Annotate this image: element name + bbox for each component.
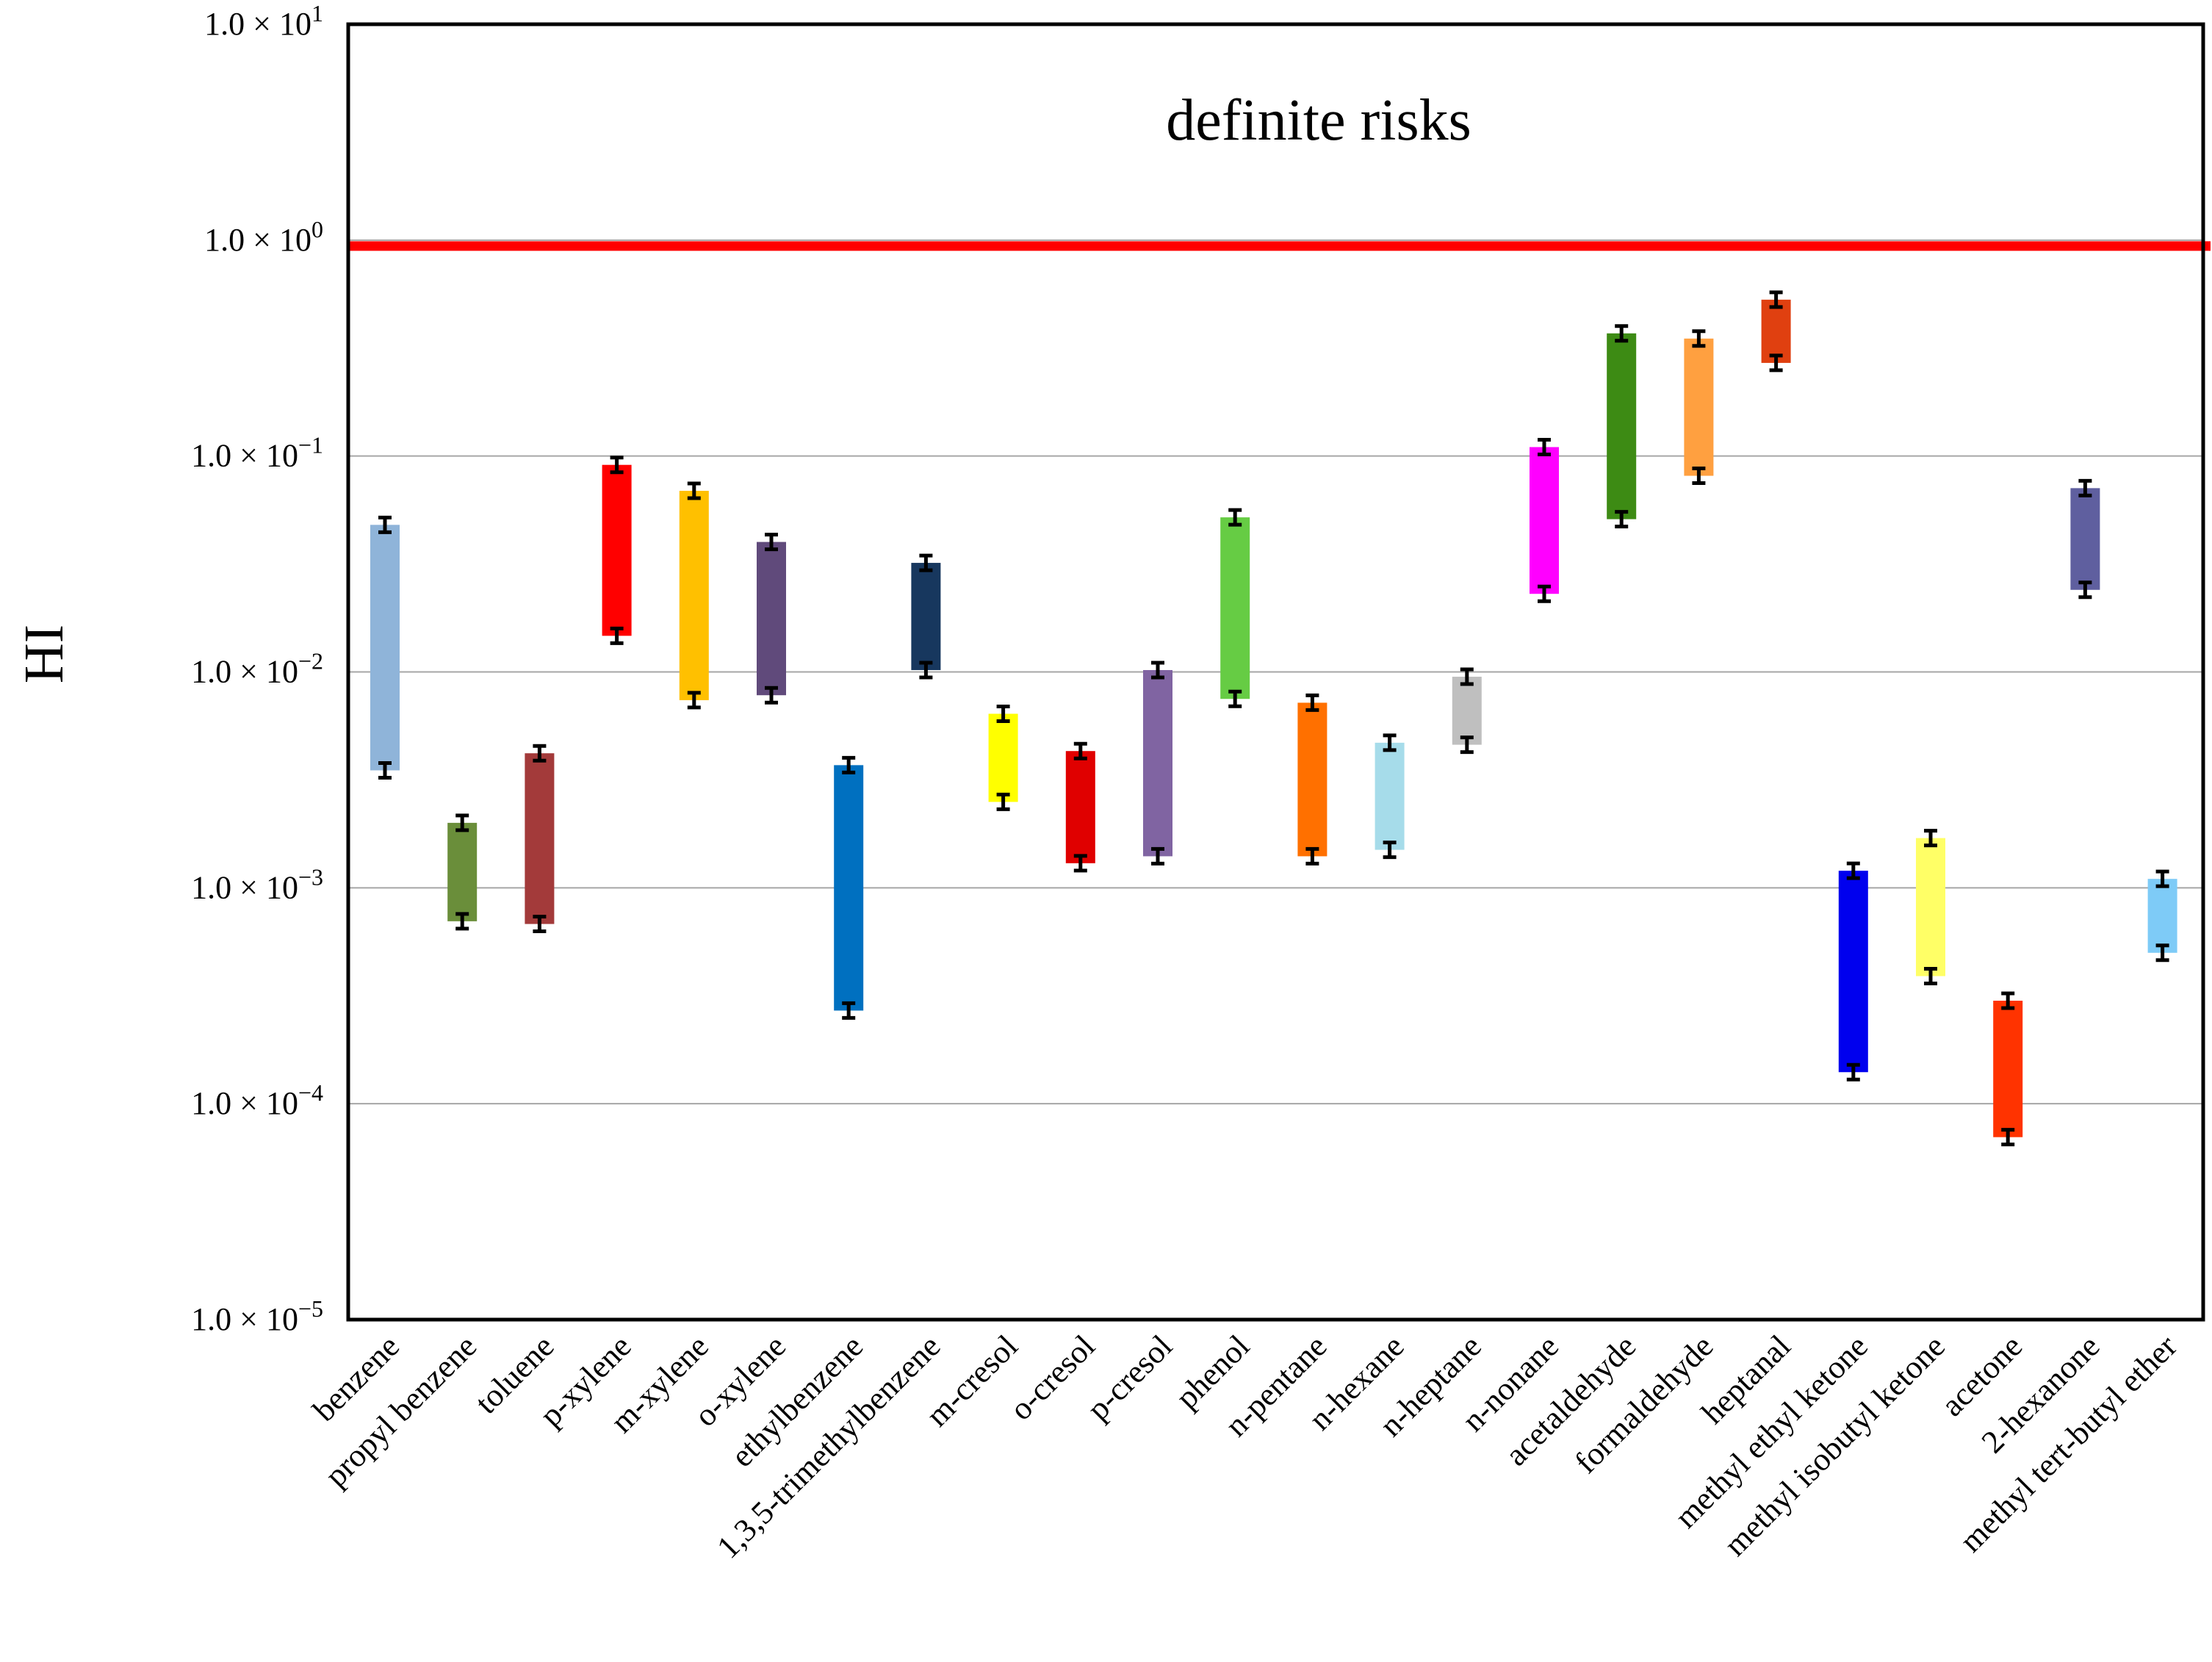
error-cap-min — [1538, 584, 1551, 603]
bar-p-xylene — [602, 464, 632, 636]
error-cap-min — [533, 915, 547, 934]
error-cap-max — [1769, 290, 1783, 309]
error-cap-min — [765, 686, 778, 705]
error-cap-max — [2001, 991, 2015, 1010]
error-cap-min — [687, 691, 701, 710]
error-cap-max — [2078, 478, 2092, 497]
error-cap-min — [378, 760, 392, 780]
error-cap-max — [610, 456, 624, 475]
error-cap-max — [533, 744, 547, 763]
error-cap-max — [2155, 869, 2169, 888]
y-tick-label: 1.0 × 10−1 — [191, 432, 323, 474]
y-tick-label: 1.0 × 10−4 — [191, 1079, 323, 1121]
x-tick-label: o-cresol — [1003, 1328, 1102, 1427]
error-cap-max — [1383, 733, 1397, 752]
error-cap-min — [1460, 735, 1474, 755]
error-cap-max — [842, 755, 856, 774]
error-cap-min — [1692, 467, 1706, 486]
error-cap-max — [1073, 741, 1087, 760]
error-cap-min — [919, 661, 933, 680]
bar-m-cresol — [988, 713, 1018, 802]
error-cap-min — [610, 626, 624, 645]
bar-propyl-benzene — [447, 822, 478, 921]
error-cap-max — [378, 515, 392, 534]
error-cap-max — [1538, 438, 1551, 457]
bar-methyl-isobutyl-ketone — [1916, 838, 1945, 976]
error-cap-min — [1073, 854, 1087, 873]
error-cap-max — [687, 481, 701, 500]
bar-heptanal — [1761, 299, 1791, 363]
error-cap-min — [1305, 846, 1319, 866]
bar-m-xylene — [679, 491, 709, 700]
error-cap-min — [842, 1001, 856, 1020]
x-tick-label: p-cresol — [1080, 1328, 1179, 1427]
bar-acetaldehyde — [1607, 333, 1637, 519]
error-cap-max — [919, 553, 933, 572]
error-cap-max — [1924, 829, 1937, 848]
bar-phenol — [1220, 517, 1250, 699]
error-cap-min — [1228, 689, 1242, 708]
error-cap-min — [1151, 846, 1164, 866]
error-cap-max — [765, 533, 778, 552]
bar-benzene — [370, 525, 400, 771]
error-cap-max — [1846, 861, 1860, 880]
bar-p-cresol — [1143, 669, 1172, 857]
bar-n-hexane — [1375, 742, 1405, 850]
error-cap-min — [1383, 841, 1397, 860]
bars — [370, 290, 2177, 1147]
bar-toluene — [525, 753, 555, 924]
y-tick-label: 1.0 × 10−2 — [191, 648, 323, 690]
gridlines — [348, 239, 2203, 1105]
bar-methyl-ethyl-ketone — [1838, 871, 1868, 1073]
bar-ethylbenzene — [834, 765, 864, 1011]
error-cap-max — [1151, 661, 1164, 680]
error-cap-min — [1846, 1062, 1860, 1082]
bar-n-heptane — [1452, 677, 1482, 745]
error-cap-min — [1924, 966, 1937, 985]
bar-1-3-5-trimethylbenzene — [911, 563, 941, 670]
plot-frame — [346, 22, 2205, 1322]
error-cap-min — [2001, 1128, 2015, 1147]
bar-2-hexanone — [2070, 488, 2100, 590]
y-axis-label: HI — [13, 625, 75, 683]
bar-acetone — [1993, 1000, 2023, 1137]
bar-formaldehyde — [1684, 338, 1714, 476]
bar-o-cresol — [1065, 751, 1095, 863]
bar-n-nonane — [1530, 447, 1559, 594]
error-cap-min — [996, 792, 1010, 811]
error-cap-min — [1769, 353, 1783, 373]
error-cap-max — [1615, 324, 1629, 343]
error-cap-min — [455, 912, 469, 931]
definite-risks-annotation: definite risks — [1166, 88, 1471, 153]
bar-n-pentane — [1297, 702, 1327, 857]
bar-methyl-tert-butyl-ether — [2147, 879, 2177, 953]
error-cap-max — [1228, 508, 1242, 527]
error-cap-min — [2155, 943, 2169, 963]
error-cap-max — [1460, 667, 1474, 686]
error-cap-min — [2078, 580, 2092, 600]
y-tick-label: 1.0 × 101 — [204, 0, 323, 42]
y-tick-labels: 1.0 × 101 1.0 × 100 1.0 × 10−1 1.0 × 10−2 1.… — [191, 0, 323, 1337]
error-cap-max — [1305, 693, 1319, 712]
bar-o-xylene — [757, 542, 786, 696]
error-cap-max — [1692, 329, 1706, 348]
error-cap-min — [1615, 510, 1629, 529]
error-cap-max — [455, 813, 469, 832]
y-tick-label: 1.0 × 100 — [204, 216, 323, 258]
y-tick-label: 1.0 × 10−3 — [191, 863, 323, 905]
y-tick-label: 1.0 × 10−5 — [191, 1295, 323, 1337]
error-cap-max — [996, 704, 1010, 723]
